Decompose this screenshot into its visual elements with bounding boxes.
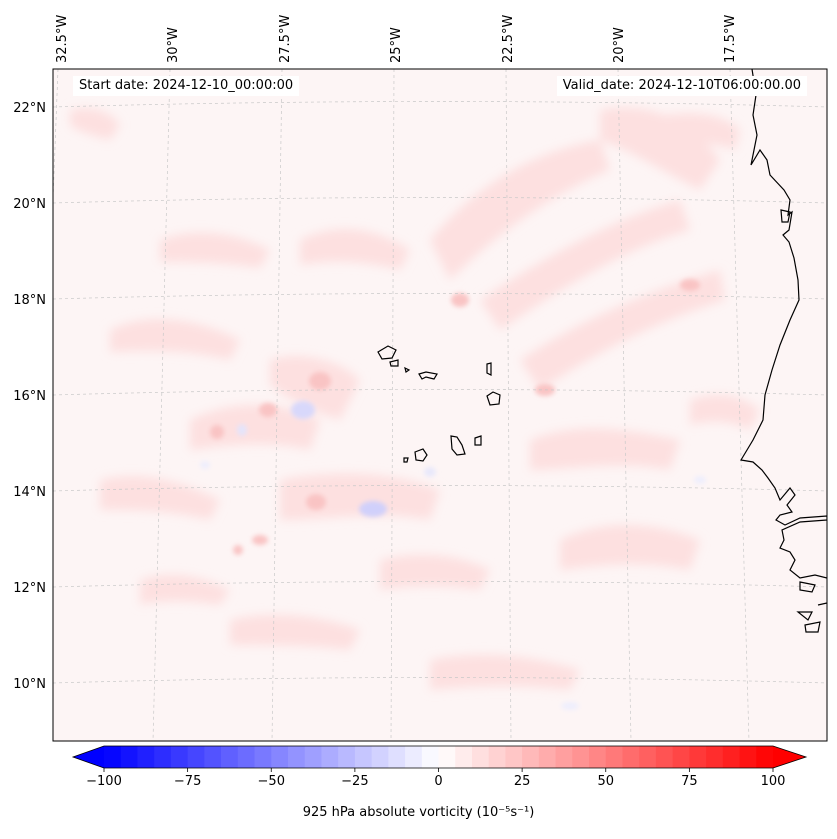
colorbar-tick-label: −75 — [174, 774, 201, 789]
island-sao-vicente — [389, 359, 399, 367]
colorbar-tick-label: 50 — [597, 774, 614, 789]
colorbar-tick-label: −25 — [341, 774, 368, 789]
colorbar-cell — [471, 746, 490, 768]
island-sao-nicolau — [418, 371, 438, 380]
colorbar-cell — [589, 746, 607, 768]
negative-vorticity-patches — [200, 401, 706, 710]
lon-label: 17.5°W — [723, 15, 738, 63]
island-santo-antao — [377, 345, 397, 360]
colorbar-cell — [722, 746, 740, 768]
lon-label: 32.5°W — [55, 15, 70, 63]
colorbar-cell — [639, 746, 657, 768]
colorbar-cell — [204, 746, 222, 768]
colorbar-cells — [104, 746, 774, 768]
lon-label: 30°W — [166, 27, 181, 63]
valid-date-label: Valid_date: 2024-12-10T06:00:00.00 — [556, 76, 807, 96]
lat-label: 12°N — [13, 581, 46, 596]
island-boa-vista — [486, 391, 501, 406]
colorbar-tick-label: −100 — [86, 774, 122, 789]
longitude-labels: 32.5°W 30°W 27.5°W 25°W 22.5°W 20°W 17.5… — [55, 15, 738, 63]
colorbar-cell — [254, 746, 272, 768]
colorbar-cell — [655, 746, 674, 768]
island-santiago — [450, 435, 466, 456]
island-brava — [403, 457, 409, 463]
colorbar-cell — [756, 746, 774, 768]
colorbar-cell — [170, 746, 189, 768]
colorbar-cell — [237, 746, 255, 768]
colorbar-cell — [455, 746, 473, 768]
lat-label: 22°N — [13, 101, 46, 116]
colorbar-cell — [438, 746, 456, 768]
colorbar-cell — [522, 746, 540, 768]
coastlines — [377, 69, 827, 633]
vorticity-field — [70, 107, 760, 710]
colorbar-cell — [321, 746, 339, 768]
lat-label: 14°N — [13, 485, 46, 500]
lon-label: 22.5°W — [501, 15, 516, 63]
colorbar-tick-label: 75 — [681, 774, 698, 789]
colorbar: −100 −75 −50 −25 0 25 50 75 100 — [71, 745, 808, 789]
colorbar-cell — [120, 746, 138, 768]
colorbar-cell — [555, 746, 573, 768]
colorbar-cell — [622, 746, 640, 768]
island-sal — [486, 362, 492, 376]
colorbar-cell — [104, 746, 122, 768]
colorbar-cell — [405, 746, 423, 768]
colorbar-tick-label: 25 — [514, 774, 531, 789]
colorbar-cell — [338, 746, 356, 768]
lat-label: 10°N — [13, 677, 46, 692]
colorbar-cell — [739, 746, 757, 768]
colorbar-cell — [421, 746, 439, 768]
lon-label: 25°W — [389, 27, 404, 63]
colorbar-cell — [689, 746, 707, 768]
colorbar-cell — [672, 746, 690, 768]
colorbar-cell — [137, 746, 155, 768]
start-date-label: Start date: 2024-12-10_00:00:00 — [73, 76, 300, 96]
lat-label: 20°N — [13, 197, 46, 212]
colorbar-cell — [371, 746, 389, 768]
colorbar-tick-label: 100 — [761, 774, 786, 789]
colorbar-cell — [488, 746, 506, 768]
colorbar-extend-low — [73, 746, 104, 768]
colorbar-cell — [354, 746, 373, 768]
positive-vorticity-patches — [70, 107, 760, 690]
lat-label: 16°N — [13, 389, 46, 404]
map-panel — [52, 68, 828, 742]
positive-vorticity-cores — [210, 279, 700, 555]
colorbar-tick-label: −50 — [258, 774, 285, 789]
latitude-labels: 22°N 20°N 18°N 16°N 14°N 12°N 10°N — [13, 101, 46, 692]
map-frame — [52, 68, 828, 742]
colorbar-cell — [505, 746, 523, 768]
colorbar-cell — [605, 746, 623, 768]
colorbar-cell — [538, 746, 556, 768]
colorbar-cell — [304, 746, 322, 768]
colorbar-cell — [271, 746, 289, 768]
africa-coastline — [740, 69, 827, 579]
island-maio — [474, 435, 482, 446]
colorbar-cell — [572, 746, 590, 768]
lon-label: 20°W — [612, 27, 627, 63]
lat-label: 18°N — [13, 293, 46, 308]
colorbar-cell — [388, 746, 406, 768]
island-fogo — [414, 448, 428, 462]
colorbar-cell — [287, 746, 306, 768]
colorbar-ticks: −100 −75 −50 −25 0 25 50 75 100 — [86, 768, 785, 789]
colorbar-cell — [706, 746, 724, 768]
colorbar-cell — [154, 746, 172, 768]
lon-label: 27.5°W — [278, 15, 293, 63]
colorbar-title: 925 hPa absolute vorticity (10⁻⁵s⁻¹) — [302, 805, 535, 820]
colorbar-tick-label: 0 — [434, 774, 442, 789]
colorbar-cell — [221, 746, 239, 768]
colorbar-cell — [187, 746, 205, 768]
gridlines — [53, 69, 827, 741]
colorbar-extend-high — [773, 746, 806, 768]
